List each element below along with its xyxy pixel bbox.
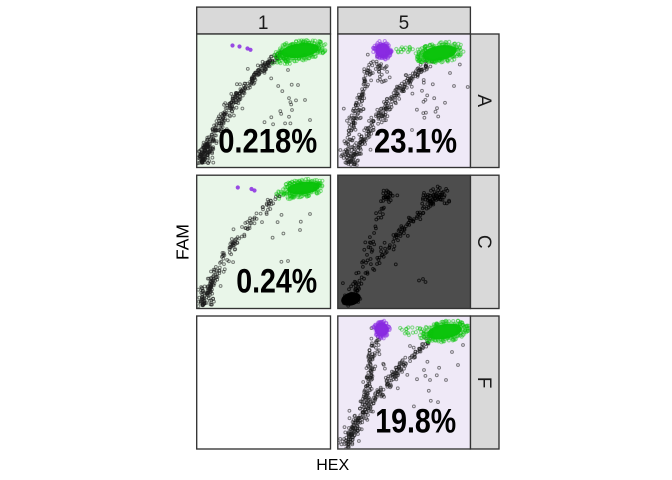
svg-text:0.218%: 0.218% bbox=[218, 122, 317, 160]
svg-text:FAM: FAM bbox=[172, 224, 192, 260]
svg-text:19.8%: 19.8% bbox=[375, 402, 456, 440]
svg-text:1: 1 bbox=[258, 13, 269, 34]
svg-text:23.1%: 23.1% bbox=[374, 122, 457, 160]
svg-text:A: A bbox=[473, 94, 494, 107]
svg-text:HEX: HEX bbox=[316, 457, 349, 474]
svg-text:C: C bbox=[473, 235, 494, 249]
svg-text:0.24%: 0.24% bbox=[236, 262, 317, 300]
svg-text:F: F bbox=[473, 377, 494, 389]
svg-text:5: 5 bbox=[399, 13, 410, 34]
